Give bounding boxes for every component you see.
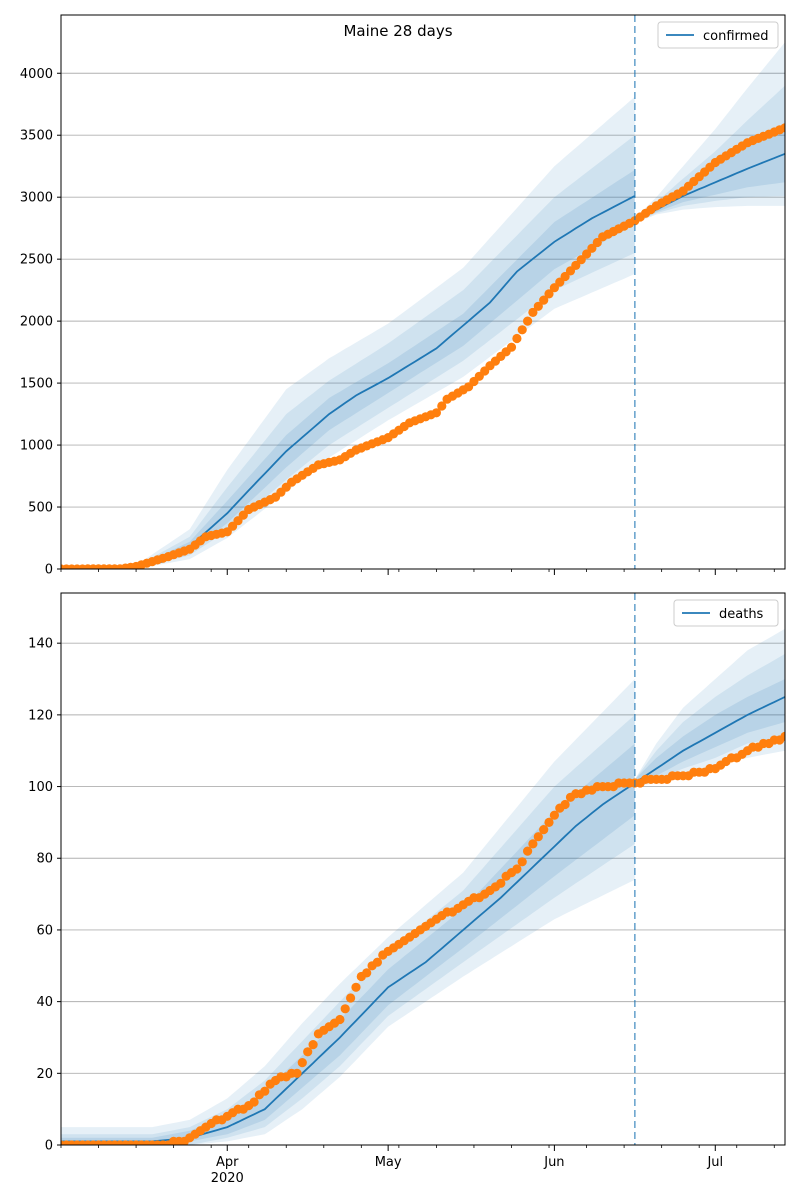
x-tick-label: Jul: [706, 1155, 723, 1170]
axes-frame: [60, 592, 786, 1146]
y-tick-label: 3000: [20, 191, 53, 206]
observed-point: [517, 857, 527, 867]
observed-point: [303, 1047, 313, 1057]
x-tick-label: May: [375, 1155, 402, 1170]
observed-point: [351, 982, 361, 992]
legend-label: confirmed: [703, 29, 769, 44]
observed-point: [292, 1068, 302, 1078]
observed-point: [523, 846, 533, 856]
plot-area: [61, 628, 785, 1145]
y-tick-label: 2000: [20, 315, 53, 330]
band-inner: [136, 169, 635, 569]
x-tick-sublabel: 2020: [211, 1171, 244, 1186]
observed-point: [297, 1058, 307, 1068]
observed-point: [544, 817, 554, 828]
legend-box: [673, 599, 779, 627]
observed-point: [549, 810, 560, 820]
band-middle: [136, 135, 635, 569]
observed-point: [571, 260, 581, 270]
observed-point: [539, 825, 549, 835]
observed-point: [533, 301, 543, 311]
observed-point: [576, 255, 586, 265]
forecast-band-outer: [634, 42, 785, 224]
observed-point: [528, 839, 538, 849]
observed-point: [496, 878, 506, 888]
observed-point: [340, 1004, 350, 1014]
axes-frame: [60, 14, 786, 570]
legend-label: deaths: [719, 607, 764, 622]
y-tick-label: 2500: [20, 253, 53, 268]
x-tick-label: Apr: [216, 1155, 239, 1170]
legend-box: [657, 21, 779, 49]
y-tick-label: 80: [36, 852, 53, 867]
y-tick-label: 1000: [20, 439, 53, 454]
observed-point: [539, 295, 549, 305]
observed-point: [544, 289, 554, 299]
observed-point: [346, 993, 356, 1003]
y-tick-label: 4000: [20, 67, 53, 82]
y-tick-label: 140: [28, 637, 53, 652]
y-tick-label: 40: [36, 995, 53, 1010]
forecast-band-middle: [634, 85, 785, 223]
confirmed-panel: 0 500 1000 1500 2000 2500 3000 3500 4000 confirme…: [20, 14, 786, 578]
observed-point: [506, 342, 517, 352]
x-tick-label: Jun: [543, 1155, 564, 1170]
observed-point: [362, 968, 372, 978]
forecast-line: [634, 696, 785, 784]
band-outer: [136, 96, 635, 569]
observed-point: [335, 1014, 345, 1025]
observed-point: [560, 799, 570, 810]
observed-point: [512, 333, 522, 344]
y-tick-label: 500: [28, 501, 53, 516]
observed-point: [517, 325, 527, 335]
observed-point: [249, 1097, 259, 1107]
legend: deaths: [673, 599, 779, 627]
observed-point: [528, 307, 538, 317]
legend: confirmed: [657, 21, 779, 49]
observed-point: [437, 401, 447, 411]
observed-point: [533, 832, 543, 842]
y-tick-label: 60: [36, 923, 53, 938]
observed-point: [260, 1086, 270, 1096]
forecast-band-middle: [634, 653, 785, 787]
observed-point: [780, 731, 785, 741]
observed-point: [592, 237, 602, 248]
observed-point: [431, 408, 441, 418]
y-tick-label: 1500: [20, 377, 53, 392]
y-tick-label: 100: [28, 780, 53, 795]
plot-area: [61, 42, 785, 569]
y-tick-label: 20: [36, 1067, 53, 1082]
y-tick-label: 0: [45, 563, 53, 578]
observed-point: [308, 1040, 318, 1050]
y-tick-label: 3500: [20, 129, 53, 144]
observed-point: [372, 957, 382, 967]
band-outer: [61, 679, 635, 1145]
chart-title: Maine 28 days: [343, 22, 452, 40]
y-tick-label: 0: [45, 1139, 53, 1154]
y-tick-label: 120: [28, 708, 53, 723]
observed-point: [512, 864, 522, 874]
observed-point: [780, 123, 785, 133]
observed-point: [587, 243, 597, 253]
observed-point: [523, 316, 533, 326]
forecast-band-inner: [634, 679, 785, 787]
